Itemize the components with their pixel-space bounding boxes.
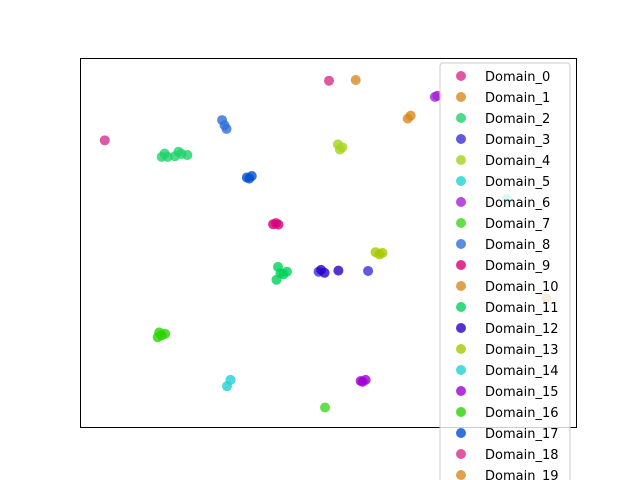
plot-frame	[80, 58, 577, 428]
legend-label: Domain_8	[485, 238, 550, 253]
series-domain-16	[152, 327, 171, 343]
legend-label: Domain_17	[485, 427, 559, 442]
data-point	[405, 110, 416, 121]
series-domain-8	[217, 115, 232, 134]
legend-marker	[456, 302, 466, 312]
legend-label: Domain_12	[485, 322, 559, 337]
legend-label: Domain_7	[485, 217, 550, 232]
data-point	[182, 150, 193, 161]
legend-label: Domain_11	[485, 301, 559, 316]
legend-marker	[456, 449, 466, 459]
series-domain-13	[370, 247, 388, 260]
data-point	[323, 75, 334, 86]
series-domain-12	[316, 264, 344, 278]
series-domain-11	[271, 261, 292, 285]
legend-marker	[456, 155, 466, 165]
legend-label: Domain_9	[485, 259, 550, 274]
data-point	[221, 123, 232, 134]
legend-label: Domain_18	[485, 448, 559, 463]
legend-label: Domain_13	[485, 343, 559, 358]
data-point	[357, 376, 368, 387]
data-point	[319, 267, 330, 278]
legend-marker	[456, 197, 466, 207]
legend-label: Domain_14	[485, 364, 559, 379]
series-domain-7	[320, 402, 331, 413]
data-point	[320, 402, 331, 413]
legend-marker	[456, 113, 466, 123]
legend-label: Domain_4	[485, 154, 550, 169]
series-domain-2	[156, 146, 193, 162]
legend-marker	[456, 92, 466, 102]
data-point	[377, 247, 388, 258]
legend-label: Domain_19	[485, 469, 559, 480]
data-point	[225, 374, 236, 385]
points-layer	[99, 74, 552, 413]
data-point	[429, 91, 440, 102]
data-point	[154, 327, 165, 338]
series-domain-4	[332, 139, 348, 155]
data-point	[350, 74, 361, 85]
data-point	[363, 265, 374, 276]
legend-marker	[456, 71, 466, 81]
legend-marker	[456, 218, 466, 228]
series-domain-5	[222, 374, 236, 392]
series-domain-0	[99, 75, 334, 146]
series-domain-17	[241, 171, 257, 184]
legend-marker	[456, 428, 466, 438]
legend-marker	[456, 470, 466, 480]
legend-marker	[456, 134, 466, 144]
series-domain-15	[355, 374, 371, 387]
legend-label: Domain_2	[485, 112, 550, 127]
legend-label: Domain_6	[485, 196, 550, 211]
legend-marker	[456, 344, 466, 354]
legend-marker	[456, 260, 466, 270]
legend-label: Domain_16	[485, 406, 559, 421]
legend-marker	[456, 407, 466, 417]
data-point	[337, 142, 348, 153]
data-point	[173, 146, 184, 157]
legend-marker	[456, 281, 466, 291]
data-point	[99, 135, 110, 146]
series-domain-9	[268, 218, 284, 230]
legend-marker	[456, 365, 466, 375]
legend-label: Domain_5	[485, 175, 550, 190]
legend: Domain_0 Domain_1 Domain_2 Domain_3 Domain_4…	[439, 62, 571, 480]
data-point	[159, 148, 170, 159]
legend-box	[439, 62, 571, 480]
legend-label: Domain_10	[485, 280, 559, 295]
legend-marker	[456, 323, 466, 333]
data-point	[273, 219, 284, 230]
legend-marker	[456, 239, 466, 249]
legend-marker	[456, 386, 466, 396]
legend-label: Domain_0	[485, 70, 550, 85]
data-point	[244, 173, 255, 184]
legend-label: Domain_1	[485, 91, 550, 106]
data-point	[333, 265, 344, 276]
legend-marker	[456, 176, 466, 186]
data-point	[271, 274, 282, 285]
legend-label: Domain_15	[485, 385, 559, 400]
series-domain-1	[350, 74, 416, 124]
legend-label: Domain_3	[485, 133, 550, 148]
